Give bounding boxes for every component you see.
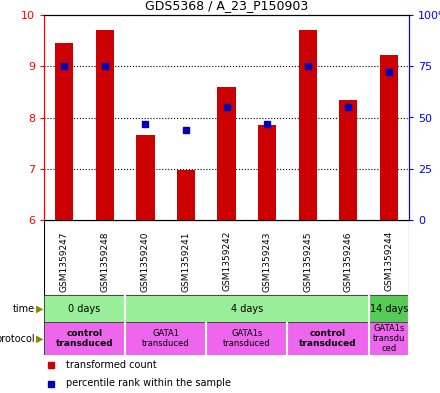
Title: GDS5368 / A_23_P150903: GDS5368 / A_23_P150903 bbox=[145, 0, 308, 13]
Bar bbox=[125, 295, 369, 322]
Bar bbox=[299, 30, 317, 220]
Text: GSM1359246: GSM1359246 bbox=[344, 231, 353, 292]
Text: ▶: ▶ bbox=[36, 303, 44, 314]
Text: protocol: protocol bbox=[0, 334, 35, 343]
Bar bbox=[380, 55, 398, 220]
Bar bbox=[44, 295, 125, 322]
Bar bbox=[96, 30, 114, 220]
Text: GATA1s
transduced: GATA1s transduced bbox=[223, 329, 271, 348]
Bar bbox=[44, 322, 125, 355]
Bar bbox=[206, 322, 287, 355]
Bar bbox=[339, 99, 357, 220]
Text: GSM1359240: GSM1359240 bbox=[141, 231, 150, 292]
Bar bbox=[55, 43, 73, 220]
Text: ▶: ▶ bbox=[36, 334, 44, 343]
Bar bbox=[258, 125, 276, 220]
Bar bbox=[217, 87, 236, 220]
Text: GSM1359245: GSM1359245 bbox=[303, 231, 312, 292]
Text: GATA1s
transdu
ced: GATA1s transdu ced bbox=[373, 323, 405, 353]
Bar bbox=[136, 136, 154, 220]
Text: time: time bbox=[13, 303, 35, 314]
Bar bbox=[177, 170, 195, 220]
Text: GSM1359243: GSM1359243 bbox=[263, 231, 271, 292]
Bar bbox=[369, 295, 409, 322]
Text: GSM1359247: GSM1359247 bbox=[60, 231, 69, 292]
Text: 0 days: 0 days bbox=[69, 303, 101, 314]
Text: 4 days: 4 days bbox=[231, 303, 263, 314]
Text: GSM1359248: GSM1359248 bbox=[100, 231, 110, 292]
Text: control
transduced: control transduced bbox=[56, 329, 114, 348]
Text: GATA1
transduced: GATA1 transduced bbox=[142, 329, 190, 348]
Text: transformed count: transformed count bbox=[66, 360, 157, 369]
Text: GSM1359242: GSM1359242 bbox=[222, 231, 231, 292]
Text: GSM1359244: GSM1359244 bbox=[385, 231, 393, 292]
Text: GSM1359241: GSM1359241 bbox=[182, 231, 191, 292]
Text: percentile rank within the sample: percentile rank within the sample bbox=[66, 378, 231, 389]
Bar bbox=[287, 322, 369, 355]
Bar bbox=[125, 322, 206, 355]
Bar bbox=[369, 322, 409, 355]
Text: control
transduced: control transduced bbox=[299, 329, 357, 348]
Text: 14 days: 14 days bbox=[370, 303, 408, 314]
